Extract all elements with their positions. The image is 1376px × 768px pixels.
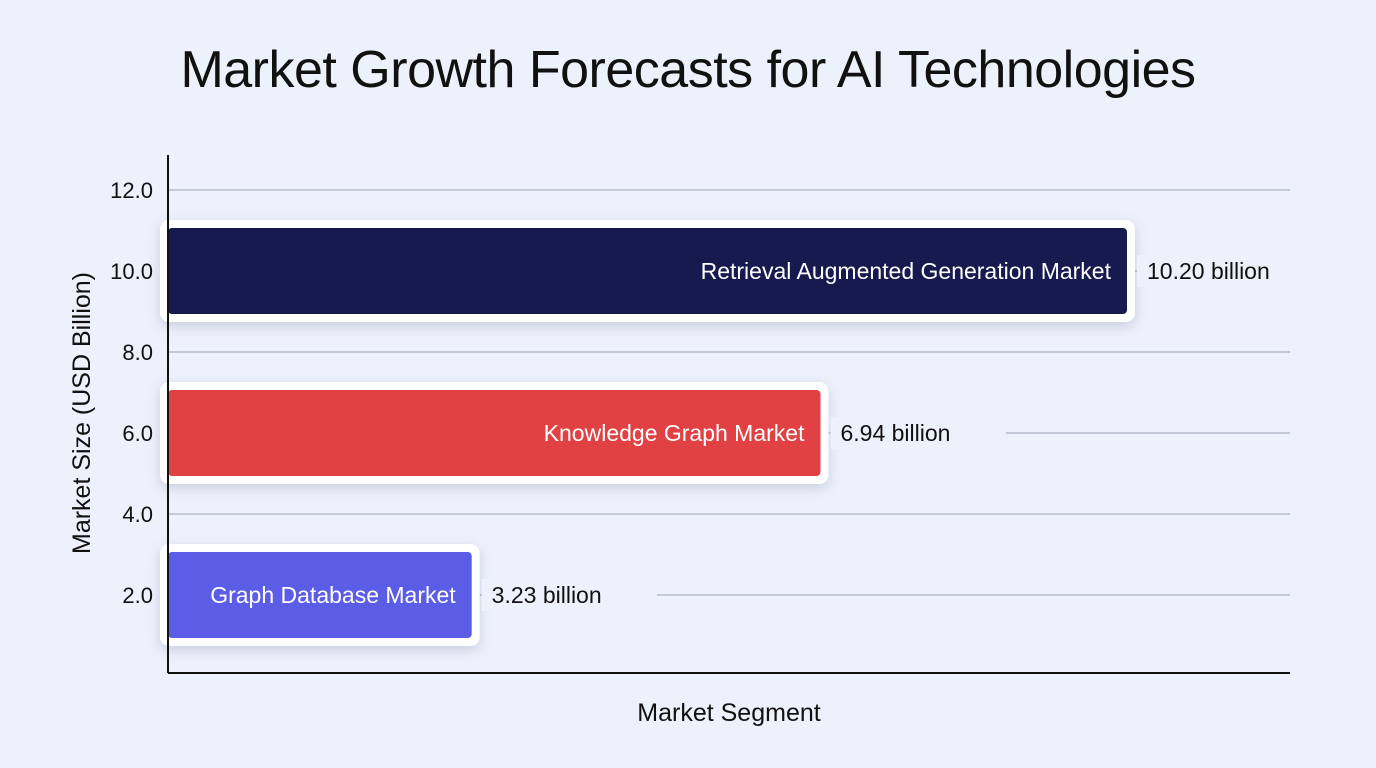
bar bbox=[168, 552, 472, 638]
y-tick-label: 2.0 bbox=[122, 583, 153, 608]
bar-category-label: Retrieval Augmented Generation Market bbox=[701, 258, 1112, 284]
bar-value-label: 10.20 billion bbox=[1147, 258, 1270, 284]
bar-category-label: Graph Database Market bbox=[210, 582, 456, 608]
value-label-bg bbox=[481, 579, 657, 611]
bar-value-label: 6.94 billion bbox=[840, 420, 950, 446]
value-label-bg bbox=[830, 417, 1006, 449]
x-axis-label: Market Segment bbox=[637, 699, 820, 727]
chart-title: Market Growth Forecasts for AI Technolog… bbox=[180, 41, 1196, 99]
y-axis-label: Market Size (USD Billion) bbox=[68, 272, 96, 554]
value-label-bg bbox=[1137, 255, 1325, 287]
y-tick-label: 12.0 bbox=[110, 178, 153, 203]
y-tick-label: 6.0 bbox=[122, 421, 153, 446]
y-tick-label: 4.0 bbox=[122, 502, 153, 527]
bar-category-label: Knowledge Graph Market bbox=[544, 420, 805, 446]
y-tick-label: 10.0 bbox=[110, 259, 153, 284]
bar bbox=[168, 228, 1127, 314]
y-tick-label: 8.0 bbox=[122, 340, 153, 365]
bar bbox=[168, 390, 821, 476]
bar-value-label: 3.23 billion bbox=[492, 582, 602, 608]
